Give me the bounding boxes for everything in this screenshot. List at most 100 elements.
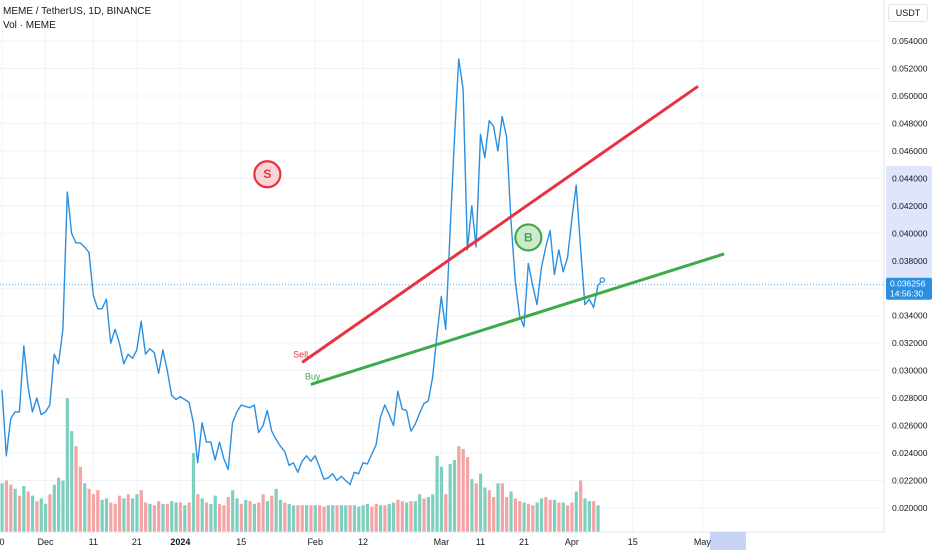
x-tick-13: May — [694, 537, 712, 547]
x-tick-10: 21 — [519, 537, 529, 547]
volume-bar-124 — [539, 498, 544, 532]
y-tick-10: 0.034000 — [892, 311, 928, 321]
volume-bar-16 — [70, 431, 74, 532]
volume-bar-6 — [26, 491, 30, 532]
volume-bar-4 — [17, 495, 22, 532]
volume-bar-91 — [396, 499, 400, 532]
volume-bar-96 — [418, 494, 422, 532]
volume-bar-34 — [148, 503, 152, 532]
volume-bar-29 — [126, 494, 130, 532]
x-axis: 0 Dec 11 21 2024 15 Feb 12 Mar 11 21 Apr 15 May — [0, 537, 711, 547]
b-marker-circle — [514, 223, 543, 252]
volume-bar-118 — [513, 498, 517, 532]
volume-bar-20 — [87, 488, 91, 532]
volume-bar-63 — [274, 488, 278, 532]
y-tick-15: 0.024000 — [892, 448, 928, 458]
volume-bar-22 — [96, 490, 100, 532]
trendline-buy[interactable] — [310, 252, 725, 386]
volume-bar-0 — [0, 483, 4, 532]
volume-bar-94 — [409, 501, 413, 532]
volume-bar-14 — [61, 480, 65, 532]
volume-bar-111 — [483, 487, 487, 532]
volume-bar-105 — [457, 446, 461, 532]
volume-bar-50 — [218, 503, 222, 532]
volume-bar-58 — [252, 503, 256, 532]
x-tick-12: 15 — [628, 537, 638, 547]
volume-bar-41 — [178, 502, 183, 532]
volume-bar-97 — [422, 498, 426, 532]
currency-button[interactable]: USDT — [888, 4, 928, 22]
volume-bar-134 — [583, 498, 587, 532]
volume-bar-75 — [326, 505, 330, 532]
volume-bar-86 — [374, 503, 378, 532]
volume-bar-45 — [196, 494, 200, 532]
last-price-dot — [599, 277, 606, 283]
volume-bar-89 — [387, 503, 391, 532]
volume-bar-57 — [248, 501, 252, 532]
volume-bar-53 — [231, 490, 235, 532]
volume-legend: Vol · MEME — [3, 20, 56, 31]
volume-bar-90 — [392, 502, 396, 532]
x-tick-6: Feb — [307, 537, 323, 547]
trendline-sell[interactable] — [301, 85, 699, 364]
volume-bar-31 — [135, 494, 139, 532]
x-tick-5: 15 — [236, 537, 246, 547]
symbol-header: MEME / TetherUS, 1D, BINANCE — [3, 6, 152, 17]
volume-bar-65 — [283, 502, 287, 532]
volume-bar-39 — [170, 501, 174, 532]
y-tick-3: 0.048000 — [892, 118, 928, 128]
volume-bar-43 — [187, 502, 191, 532]
volume-bar-87 — [378, 505, 383, 532]
volume-bar-68 — [296, 505, 300, 532]
volume-bar-26 — [113, 503, 117, 532]
volume-bar-131 — [570, 502, 574, 532]
volume-bar-71 — [309, 505, 313, 532]
volume-bar-77 — [335, 505, 339, 532]
volume-bar-69 — [300, 505, 304, 532]
volume-bar-113 — [492, 497, 496, 532]
y-tick-8: 0.038000 — [892, 256, 928, 266]
price-label-countdown: 14:56:30 — [890, 289, 923, 299]
volume-bar-109 — [474, 483, 478, 532]
y-tick-7: 0.040000 — [892, 228, 928, 238]
volume-bar-28 — [122, 498, 126, 532]
x-tick-3: 21 — [132, 537, 142, 547]
volume-bar-92 — [400, 501, 404, 532]
y-axis-range-highlight — [886, 166, 932, 284]
volume-bar-32 — [139, 490, 143, 532]
volume-bar-121 — [526, 503, 531, 532]
volume-bar-5 — [22, 486, 26, 532]
volume-bar-106 — [461, 448, 465, 532]
volume-bar-135 — [587, 501, 591, 532]
volume-bar-114 — [496, 483, 500, 532]
volume-bar-81 — [352, 505, 357, 532]
volume-bar-19 — [83, 483, 87, 532]
s-marker-label: S — [263, 167, 271, 181]
volume-bar-104 — [452, 459, 457, 532]
s-marker-circle — [253, 160, 282, 189]
volume-bar-35 — [152, 505, 156, 532]
volume-bar-3 — [13, 488, 17, 532]
volume-bar-102 — [444, 494, 448, 532]
volume-bar-33 — [144, 502, 148, 532]
x-axis-range-highlight — [710, 532, 746, 550]
volume-bar-17 — [74, 446, 78, 532]
volume-bar-66 — [287, 503, 291, 532]
volume-bar-13 — [57, 477, 61, 532]
volume-bar-80 — [348, 505, 352, 532]
volume-bar-49 — [213, 495, 217, 532]
y-axis: 0.054000 0.052000 0.050000 0.048000 0.046000… — [892, 36, 928, 513]
volume-bar-54 — [235, 498, 239, 532]
price-label-value: 0.036256 — [890, 279, 926, 289]
volume-bar-64 — [278, 499, 283, 532]
volume-bar-15 — [65, 398, 69, 532]
volume-bar-72 — [313, 505, 317, 532]
trendlines[interactable]: Sell Buy — [293, 85, 725, 386]
volume-bar-99 — [431, 494, 435, 532]
volume-bar-100 — [435, 455, 439, 532]
buy-label: Buy — [305, 371, 321, 381]
volume-bar-84 — [365, 503, 370, 532]
x-tick-9: 11 — [476, 537, 485, 547]
